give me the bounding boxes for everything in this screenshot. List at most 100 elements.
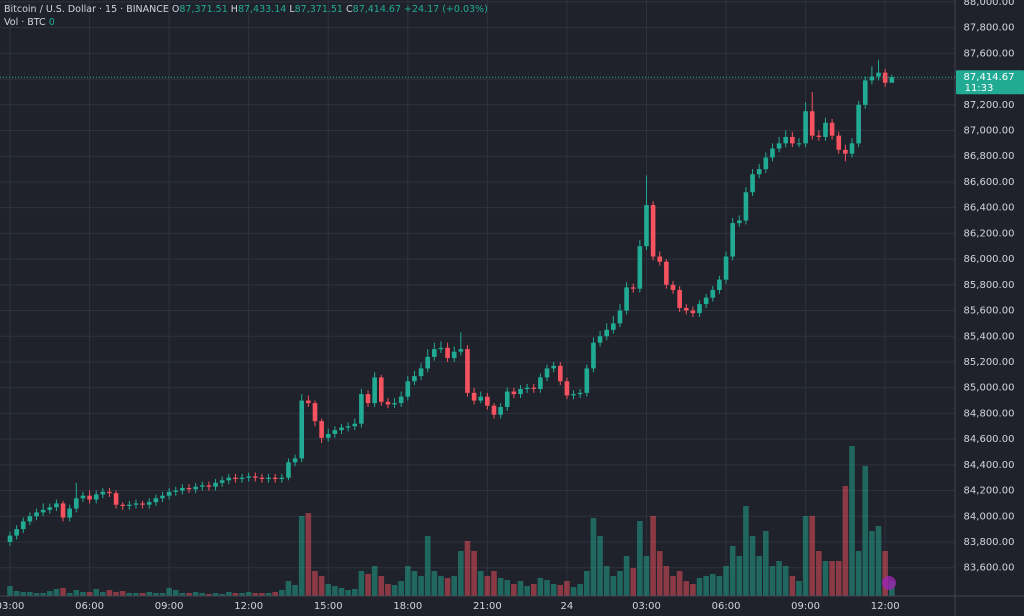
y-tick-label: 83,800.00 <box>964 537 1015 548</box>
candle-body <box>418 368 424 377</box>
candle-body <box>591 342 596 369</box>
volume-bar <box>133 593 139 596</box>
volume-bar <box>206 594 212 596</box>
candle-body <box>889 77 895 83</box>
volume-bar <box>643 556 650 596</box>
volume-bar <box>385 584 391 596</box>
legend: Bitcoin / U.S. Dollar · 15 · BINANCE O87… <box>4 3 488 29</box>
volume-bar <box>537 578 544 596</box>
volume-bar <box>630 568 637 596</box>
candle-body <box>624 287 629 311</box>
candle-body <box>93 494 99 500</box>
volume-bar <box>637 521 643 596</box>
y-tick-label: 86,600.00 <box>964 177 1015 188</box>
volume-bar <box>796 581 802 596</box>
volume-bar <box>33 593 40 596</box>
volume-bar <box>789 576 796 596</box>
candle-body <box>292 458 298 463</box>
candle-body <box>120 504 126 506</box>
ohlc-key: L <box>289 4 295 15</box>
y-tick-label: 85,600.00 <box>964 306 1015 317</box>
volume-bar <box>219 594 225 596</box>
symbol: Bitcoin / U.S. Dollar · 15 · BINANCE <box>4 4 169 15</box>
candle-body <box>677 289 682 308</box>
volume-bar <box>736 556 743 596</box>
ohlc: O87,371.51 H87,433.14 L87,371.51 C87,414… <box>172 4 404 15</box>
candle-body <box>538 377 543 389</box>
candle-body <box>829 122 835 136</box>
candle-body <box>551 365 556 369</box>
candle-body <box>763 157 769 170</box>
y-tick-label: 86,800.00 <box>964 151 1015 162</box>
candle-body <box>74 498 79 509</box>
volume-bar <box>265 593 272 596</box>
volume-bar <box>272 592 278 596</box>
candle-body <box>312 403 318 422</box>
volume-bar <box>690 584 696 596</box>
candle-body <box>451 351 457 359</box>
candle-body <box>690 310 696 314</box>
y-tick-label: 84,600.00 <box>964 434 1015 445</box>
candle-body <box>398 396 404 404</box>
volume-bar <box>524 586 530 596</box>
candle-body <box>412 376 417 382</box>
candle-body <box>823 122 828 137</box>
y-tick-label: 85,400.00 <box>964 331 1015 342</box>
candle-body <box>233 477 238 479</box>
candle-body <box>180 487 185 491</box>
candle-body <box>816 135 822 137</box>
volume-bar <box>325 584 332 596</box>
volume-bar <box>27 592 33 596</box>
y-tick-label: 86,400.00 <box>964 203 1015 214</box>
candle-body <box>790 136 795 144</box>
volume-bar <box>13 591 20 596</box>
volume-bar <box>113 592 119 596</box>
event-icon[interactable] <box>882 576 896 590</box>
candle-body <box>67 508 72 518</box>
candle-body <box>325 433 331 438</box>
volume-bar <box>723 566 729 596</box>
candle-body <box>657 256 663 262</box>
candle-body <box>332 430 338 434</box>
volume-bar <box>590 518 597 596</box>
candle-body <box>697 304 702 314</box>
candle-body <box>604 329 609 337</box>
candle-body <box>40 509 46 513</box>
candle-body <box>60 503 66 518</box>
x-tick-label: 06:00 <box>712 601 741 612</box>
volume-bar <box>782 566 789 596</box>
y-tick-label: 84,400.00 <box>964 460 1015 471</box>
volume-pane <box>7 446 895 596</box>
volume-bar <box>484 576 491 596</box>
y-tick-label: 86,000.00 <box>964 254 1015 265</box>
volume-bar <box>46 591 53 596</box>
y-tick-label: 87,000.00 <box>964 126 1015 137</box>
volume-bar <box>471 551 477 596</box>
volume-bar <box>875 526 882 596</box>
candle-body <box>491 405 497 415</box>
volume-bar <box>544 580 550 596</box>
candle-body <box>524 387 530 389</box>
volume-bar <box>159 593 166 596</box>
volume-bar <box>20 592 27 596</box>
candle-body <box>564 381 570 396</box>
volume-bar <box>431 571 438 596</box>
candle-body <box>836 135 842 150</box>
x-tick-label: 09:00 <box>155 601 184 612</box>
volume-bar <box>298 516 305 596</box>
candle-body <box>611 323 616 330</box>
candle-body <box>617 310 623 324</box>
volume-bar <box>497 578 504 596</box>
x-tick-label: 12:00 <box>871 601 900 612</box>
volume-bar <box>862 466 869 596</box>
candle-body <box>306 400 311 404</box>
volume-bar <box>829 561 835 596</box>
volume-row: Vol · BTC 0 <box>4 16 488 29</box>
volume-value: 0 <box>48 17 55 28</box>
candle-body <box>498 406 503 415</box>
volume-bar <box>186 593 192 596</box>
candle-body <box>246 476 251 478</box>
candle-body <box>445 347 450 359</box>
